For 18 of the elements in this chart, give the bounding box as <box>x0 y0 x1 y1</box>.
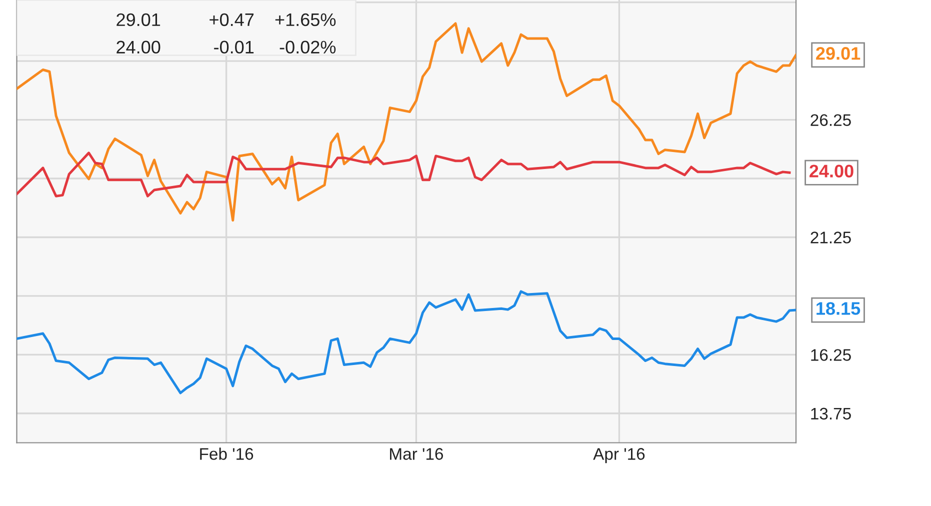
line-series <box>16 290 796 394</box>
annotation: -0.02% <box>280 40 336 54</box>
y-tick-label: 26.25 <box>810 114 851 126</box>
y-tick-label: 16.25 <box>811 349 851 361</box>
annotation: 24.00 <box>116 40 160 54</box>
annotation: 18.15 <box>816 302 860 315</box>
y-tick-label: 21.25 <box>810 232 851 244</box>
annotation: +1.65% <box>275 13 336 26</box>
y-tick-label: 13.75 <box>811 408 851 420</box>
annotation: 29.01 <box>116 13 160 26</box>
x-tick-label: Feb '16 <box>200 448 254 460</box>
annotation: -0.01 <box>214 40 254 54</box>
annotation: 24.00 <box>810 164 854 178</box>
x-tick-label: Mar '16 <box>390 448 443 460</box>
x-tick-label: Apr '16 <box>593 448 645 464</box>
line-series <box>16 152 791 198</box>
annotation: +0.47 <box>210 13 254 26</box>
annotation: 29.01 <box>816 47 860 60</box>
